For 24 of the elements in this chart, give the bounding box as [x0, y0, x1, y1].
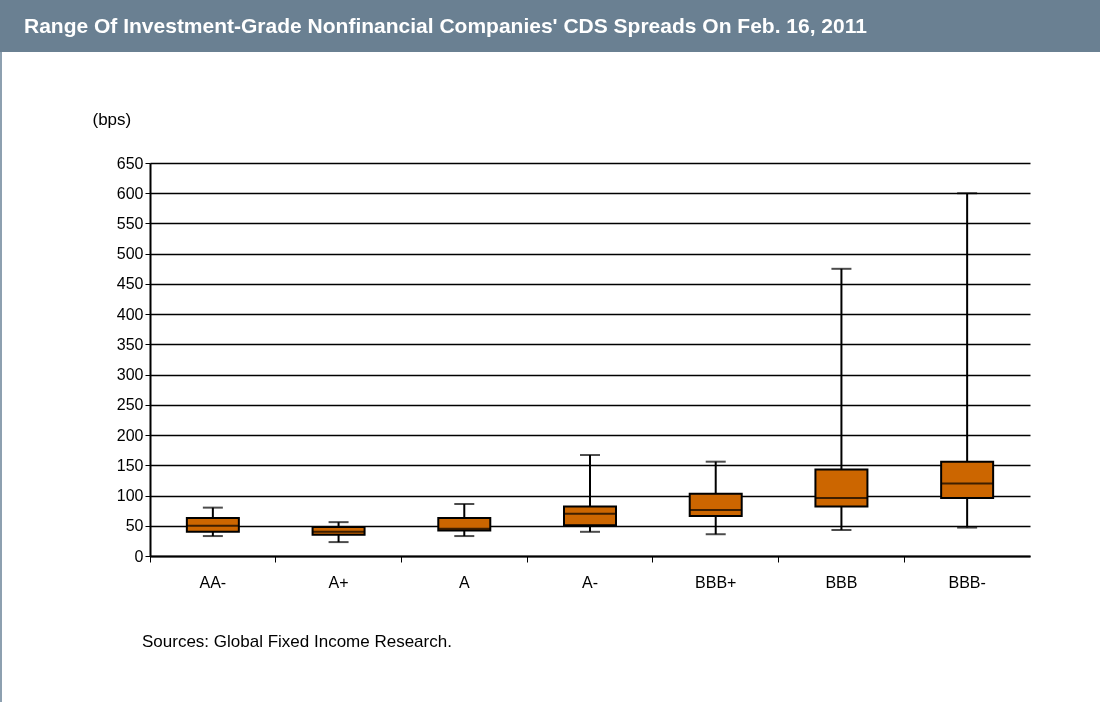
x-tick-label: AA-: [199, 573, 227, 591]
y-tick-label: 100: [116, 487, 144, 505]
chart-title: Range Of Investment-Grade Nonfinancial Companies' CDS Spreads On Feb. 16, 2011: [0, 0, 1100, 52]
x-tick-label: BBB-: [948, 573, 986, 591]
y-tick-label: 550: [116, 214, 144, 232]
y-tick-label: 150: [116, 456, 144, 474]
x-tick-label: A-: [582, 573, 598, 591]
y-tick-label: 600: [116, 184, 144, 202]
y-tick-label: 300: [116, 366, 144, 384]
y-tick-label: 450: [116, 275, 144, 293]
x-tick-label: A+: [328, 573, 349, 591]
y-tick-label: 0: [134, 547, 144, 565]
x-tick-label: BBB: [825, 573, 858, 591]
y-tick-label: 250: [116, 396, 144, 414]
y-tick-label: 350: [116, 335, 144, 353]
y-tick-label: 200: [116, 426, 144, 444]
source-note: Sources: Global Fixed Income Research.: [142, 632, 452, 652]
y-tick-label: 650: [116, 154, 144, 172]
y-tick-label: 50: [125, 517, 144, 535]
y-tick-label: 500: [116, 245, 144, 263]
y-axis-title: (bps): [92, 109, 132, 129]
y-tick-label: 400: [116, 305, 144, 323]
x-tick-label: BBB+: [695, 573, 737, 591]
x-tick-label: A: [458, 573, 470, 591]
